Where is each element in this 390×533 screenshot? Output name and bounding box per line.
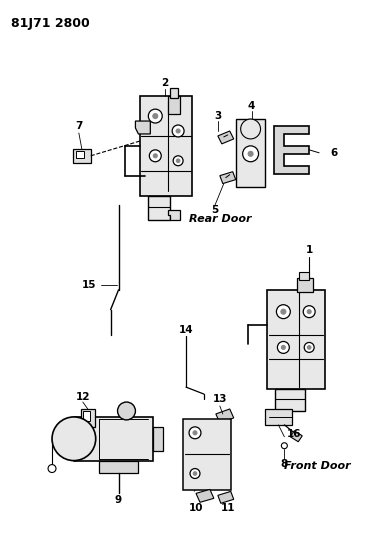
Text: 1: 1 xyxy=(305,245,313,255)
Bar xyxy=(268,290,325,389)
Circle shape xyxy=(189,427,201,439)
Circle shape xyxy=(307,310,311,313)
Bar xyxy=(236,119,266,187)
Circle shape xyxy=(304,343,314,352)
Circle shape xyxy=(148,109,162,123)
Circle shape xyxy=(303,306,315,318)
Circle shape xyxy=(52,417,96,461)
Circle shape xyxy=(153,154,157,158)
Circle shape xyxy=(193,431,197,435)
Text: 15: 15 xyxy=(82,280,96,290)
Circle shape xyxy=(281,443,287,449)
Bar xyxy=(76,151,84,158)
Text: 3: 3 xyxy=(214,111,222,121)
Bar xyxy=(99,461,138,473)
Circle shape xyxy=(190,469,200,479)
Bar xyxy=(168,96,180,114)
Text: Front Door: Front Door xyxy=(284,461,351,471)
Bar xyxy=(73,149,91,163)
Circle shape xyxy=(281,345,285,350)
Circle shape xyxy=(117,402,135,420)
Text: 5: 5 xyxy=(211,205,218,215)
Polygon shape xyxy=(290,431,302,442)
Circle shape xyxy=(241,119,261,139)
Text: 8: 8 xyxy=(281,458,288,469)
Text: 2: 2 xyxy=(161,78,169,88)
Text: 11: 11 xyxy=(220,503,235,513)
Circle shape xyxy=(243,146,259,161)
Bar xyxy=(183,419,231,490)
Text: 14: 14 xyxy=(179,325,193,335)
Bar xyxy=(148,196,170,220)
Text: 9: 9 xyxy=(115,495,122,505)
Bar xyxy=(264,409,292,425)
Bar xyxy=(83,411,90,421)
Polygon shape xyxy=(218,131,234,144)
Polygon shape xyxy=(168,211,180,220)
Polygon shape xyxy=(218,491,234,503)
Circle shape xyxy=(173,156,183,166)
Circle shape xyxy=(281,309,286,314)
Text: 4: 4 xyxy=(248,101,255,111)
Text: 6: 6 xyxy=(330,148,338,158)
Circle shape xyxy=(176,159,180,163)
Bar xyxy=(81,409,95,427)
Circle shape xyxy=(176,129,180,133)
Text: 12: 12 xyxy=(76,392,90,402)
Circle shape xyxy=(172,125,184,137)
Bar xyxy=(153,427,163,451)
Polygon shape xyxy=(220,172,236,183)
Circle shape xyxy=(149,150,161,161)
Bar xyxy=(299,272,309,280)
Bar xyxy=(170,88,178,98)
Text: 81J71 2800: 81J71 2800 xyxy=(11,17,90,30)
Polygon shape xyxy=(196,489,214,502)
Bar xyxy=(275,389,305,411)
Text: Rear Door: Rear Door xyxy=(189,214,251,224)
Bar xyxy=(297,278,313,292)
Text: 13: 13 xyxy=(213,394,227,404)
Circle shape xyxy=(193,472,197,475)
Circle shape xyxy=(153,114,158,118)
Circle shape xyxy=(277,305,290,319)
Circle shape xyxy=(248,151,253,156)
Circle shape xyxy=(307,345,311,349)
Circle shape xyxy=(48,465,56,473)
Polygon shape xyxy=(216,409,234,423)
Bar xyxy=(74,417,153,461)
Bar xyxy=(140,96,192,196)
Text: 10: 10 xyxy=(189,503,203,513)
Circle shape xyxy=(277,342,289,353)
Polygon shape xyxy=(275,126,309,174)
Text: 16: 16 xyxy=(287,429,301,439)
Polygon shape xyxy=(135,121,150,134)
Text: 7: 7 xyxy=(75,121,83,131)
